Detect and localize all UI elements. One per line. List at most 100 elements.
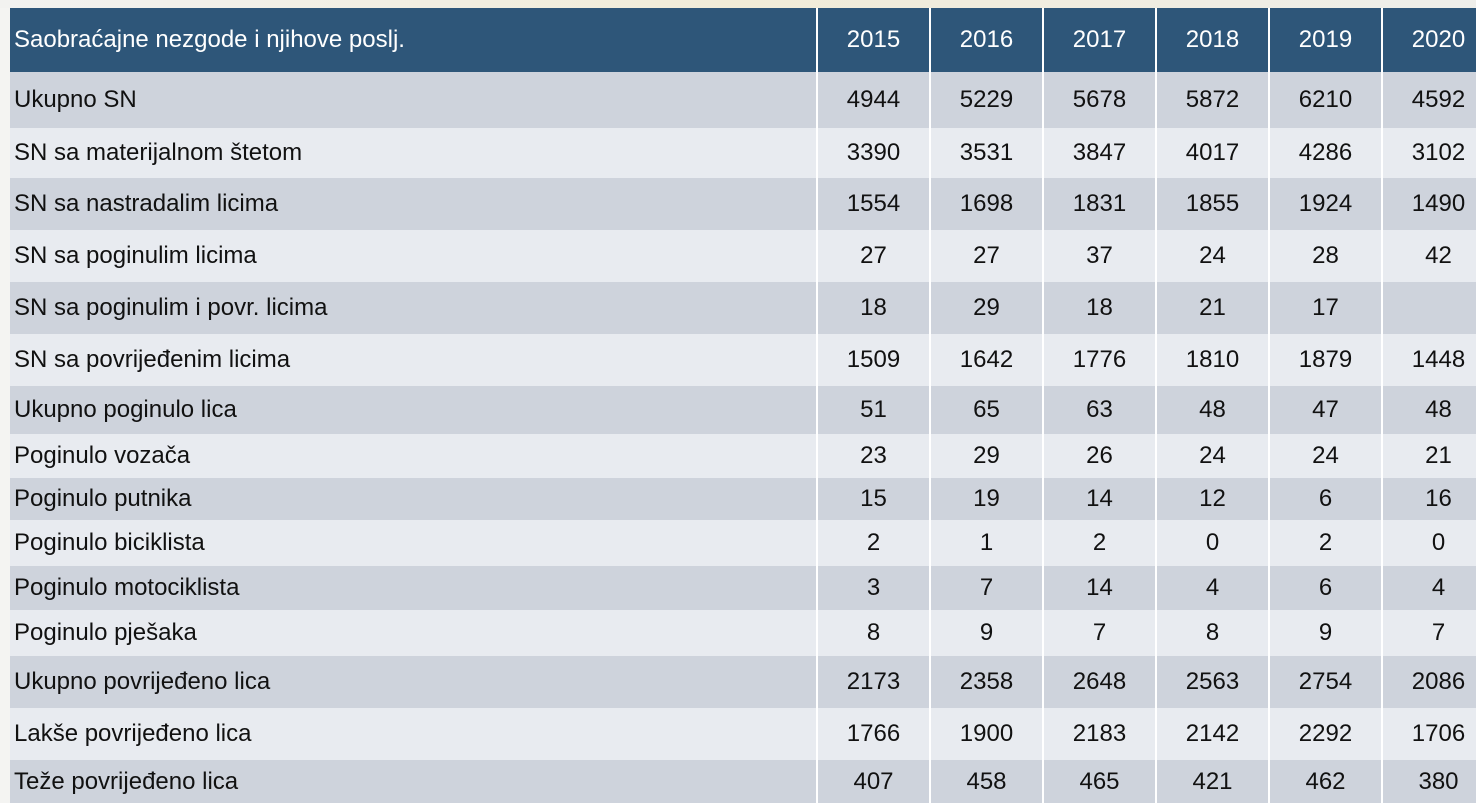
value-cell: 48 <box>1383 386 1476 434</box>
value-cell: 458 <box>931 760 1044 803</box>
value-cell: 1810 <box>1157 334 1270 386</box>
value-cell <box>1383 282 1476 334</box>
value-cell: 6 <box>1270 478 1383 520</box>
value-cell: 1509 <box>818 334 931 386</box>
row-label: Teže povrijeđeno lica <box>10 760 818 803</box>
page: Saobraćajne nezgode i njihove poslj.2015… <box>0 0 1476 803</box>
value-cell: 4592 <box>1383 72 1476 128</box>
row-label: SN sa poginulim licima <box>10 230 818 282</box>
row-label: Poginulo motociklista <box>10 566 818 610</box>
value-cell: 380 <box>1383 760 1476 803</box>
value-cell: 29 <box>931 434 1044 478</box>
value-cell: 63 <box>1044 386 1157 434</box>
value-cell: 12 <box>1157 478 1270 520</box>
value-cell: 1766 <box>818 708 931 760</box>
value-cell: 1879 <box>1270 334 1383 386</box>
value-cell: 2292 <box>1270 708 1383 760</box>
value-cell: 407 <box>818 760 931 803</box>
value-cell: 4944 <box>818 72 931 128</box>
value-cell: 17 <box>1270 282 1383 334</box>
value-cell: 24 <box>1270 434 1383 478</box>
value-cell: 3847 <box>1044 128 1157 178</box>
value-cell: 8 <box>1157 610 1270 656</box>
value-cell: 6210 <box>1270 72 1383 128</box>
row-label: SN sa povrijeđenim licima <box>10 334 818 386</box>
value-cell: 21 <box>1383 434 1476 478</box>
value-cell: 4286 <box>1270 128 1383 178</box>
value-cell: 1698 <box>931 178 1044 230</box>
value-cell: 7 <box>1383 610 1476 656</box>
value-cell: 2563 <box>1157 656 1270 708</box>
value-cell: 42 <box>1383 230 1476 282</box>
value-cell: 5678 <box>1044 72 1157 128</box>
header-year: 2017 <box>1044 8 1157 72</box>
value-cell: 47 <box>1270 386 1383 434</box>
value-cell: 2183 <box>1044 708 1157 760</box>
value-cell: 3102 <box>1383 128 1476 178</box>
row-label: SN sa materijalnom štetom <box>10 128 818 178</box>
value-cell: 7 <box>931 566 1044 610</box>
value-cell: 27 <box>818 230 931 282</box>
value-cell: 65 <box>931 386 1044 434</box>
value-cell: 0 <box>1157 520 1270 566</box>
value-cell: 4 <box>1383 566 1476 610</box>
value-cell: 9 <box>931 610 1044 656</box>
value-cell: 2648 <box>1044 656 1157 708</box>
header-year: 2016 <box>931 8 1044 72</box>
value-cell: 2754 <box>1270 656 1383 708</box>
value-cell: 2142 <box>1157 708 1270 760</box>
value-cell: 1 <box>931 520 1044 566</box>
row-label: Poginulo biciklista <box>10 520 818 566</box>
value-cell: 23 <box>818 434 931 478</box>
table: Saobraćajne nezgode i njihove poslj.2015… <box>10 8 1476 803</box>
value-cell: 2358 <box>931 656 1044 708</box>
row-label: Poginulo pješaka <box>10 610 818 656</box>
value-cell: 28 <box>1270 230 1383 282</box>
value-cell: 1776 <box>1044 334 1157 386</box>
row-label: Ukupno SN <box>10 72 818 128</box>
header-row: Saobraćajne nezgode i njihove poslj.2015… <box>10 8 1476 72</box>
value-cell: 18 <box>818 282 931 334</box>
value-cell: 2 <box>1044 520 1157 566</box>
value-cell: 1706 <box>1383 708 1476 760</box>
value-cell: 3390 <box>818 128 931 178</box>
value-cell: 1855 <box>1157 178 1270 230</box>
value-cell: 1924 <box>1270 178 1383 230</box>
value-cell: 37 <box>1044 230 1157 282</box>
value-cell: 2 <box>818 520 931 566</box>
value-cell: 15 <box>818 478 931 520</box>
value-cell: 2173 <box>818 656 931 708</box>
row-label: Ukupno povrijeđeno lica <box>10 656 818 708</box>
value-cell: 14 <box>1044 478 1157 520</box>
value-cell: 4017 <box>1157 128 1270 178</box>
value-cell: 21 <box>1157 282 1270 334</box>
row-label: SN sa poginulim i povr. licima <box>10 282 818 334</box>
value-cell: 27 <box>931 230 1044 282</box>
value-cell: 48 <box>1157 386 1270 434</box>
value-cell: 5872 <box>1157 72 1270 128</box>
value-cell: 16 <box>1383 478 1476 520</box>
value-cell: 9 <box>1270 610 1383 656</box>
header-year: 2018 <box>1157 8 1270 72</box>
value-cell: 5229 <box>931 72 1044 128</box>
value-cell: 8 <box>818 610 931 656</box>
value-cell: 1448 <box>1383 334 1476 386</box>
value-cell: 51 <box>818 386 931 434</box>
value-cell: 1554 <box>818 178 931 230</box>
top-strip <box>0 0 1476 8</box>
value-cell: 1642 <box>931 334 1044 386</box>
value-cell: 3531 <box>931 128 1044 178</box>
value-cell: 462 <box>1270 760 1383 803</box>
